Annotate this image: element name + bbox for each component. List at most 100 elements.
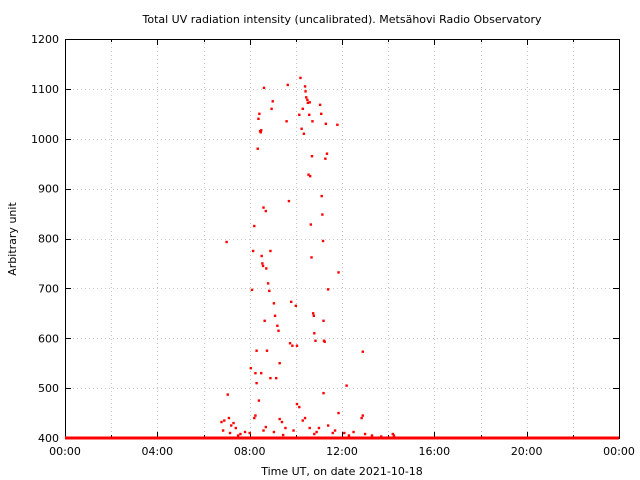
data-point [322,391,325,395]
data-point [253,416,256,420]
data-point [291,344,294,347]
data-point [313,332,316,335]
data-point [285,120,288,123]
x-tick-label: 04:00 [141,445,173,458]
x-tick-label: 20:00 [511,445,543,458]
data-point [232,421,235,425]
y-axis-label: Arbitrary unit [6,202,19,276]
data-point [307,173,310,176]
data-point [295,402,299,406]
data-point [259,131,262,134]
x-tick-label: 12:00 [326,445,358,458]
x-tick-label: 16:00 [418,445,450,458]
data-point [324,157,327,160]
data-point [347,434,351,437]
data-point [298,113,301,117]
data-point [308,174,312,178]
data-point [288,342,292,345]
x-axis-label: Time UT, on date 2021-10-18 [260,465,423,478]
data-point [264,425,268,429]
data-point [352,430,355,434]
data-point [326,288,330,291]
data-point [318,103,322,107]
data-point [392,434,396,437]
data-point [278,417,281,421]
data-point [302,132,306,135]
data-point [284,426,287,430]
x-tick-label: 08:00 [234,445,266,458]
y-tick-labels: 400 500 600 700 800 900 1000 1100 1200 [31,33,59,445]
data-point [343,431,346,435]
data-point [317,426,321,430]
data-point [268,289,271,293]
data-point [314,339,317,342]
data-point [251,249,255,253]
data-point [331,431,334,435]
data-point [292,429,295,432]
data-point [303,85,307,88]
y-tick-label: 500 [38,382,59,395]
data-point [263,319,266,322]
data-point [230,424,233,427]
data-point [311,312,315,315]
data-point [337,411,340,415]
data-point [225,240,228,244]
data-point [256,147,259,150]
data-point [260,254,263,258]
data-point [277,329,280,332]
data-point [275,376,278,380]
axis-ticks [65,39,620,439]
data-point [272,302,276,305]
data-point [311,120,314,123]
data-point [300,127,303,130]
data-point [239,432,242,436]
data-point [249,366,253,370]
data-point [223,419,226,422]
data-point [236,434,240,437]
data-point [363,432,367,436]
data-point [322,319,325,322]
data-point [305,96,308,99]
data-point [254,371,257,375]
data-point [306,98,309,102]
data-point [228,431,232,435]
data-point [290,300,293,304]
data-point [273,314,277,318]
data-point [309,223,313,226]
data-point [278,361,281,365]
y-tick-label: 700 [38,282,59,295]
data-point [287,199,291,203]
data-point [257,117,260,120]
data-point [306,101,310,105]
data-point [310,155,314,158]
data-point [325,152,329,155]
data-point [261,262,264,265]
data-point [308,426,311,430]
data-points [220,76,396,438]
data-point [303,416,307,420]
data-point [294,304,298,308]
data-point [298,405,301,409]
data-point [272,430,276,434]
data-point [262,206,265,209]
data-point [286,83,289,87]
data-point [269,249,272,253]
data-point [313,432,316,436]
data-point [269,376,272,380]
y-tick-label: 800 [38,233,59,246]
data-point [380,435,383,438]
data-point [266,282,270,285]
x-tick-label: 00:00 [603,445,635,458]
data-point [258,112,261,116]
data-point [391,432,394,436]
data-point [271,100,274,103]
grid [65,39,619,438]
data-point [261,264,265,268]
data-point [255,349,258,352]
data-point [315,430,318,434]
data-point [361,350,364,353]
data-point [326,424,330,427]
baseline-points [65,436,619,440]
y-tick-label: 1000 [31,133,59,146]
